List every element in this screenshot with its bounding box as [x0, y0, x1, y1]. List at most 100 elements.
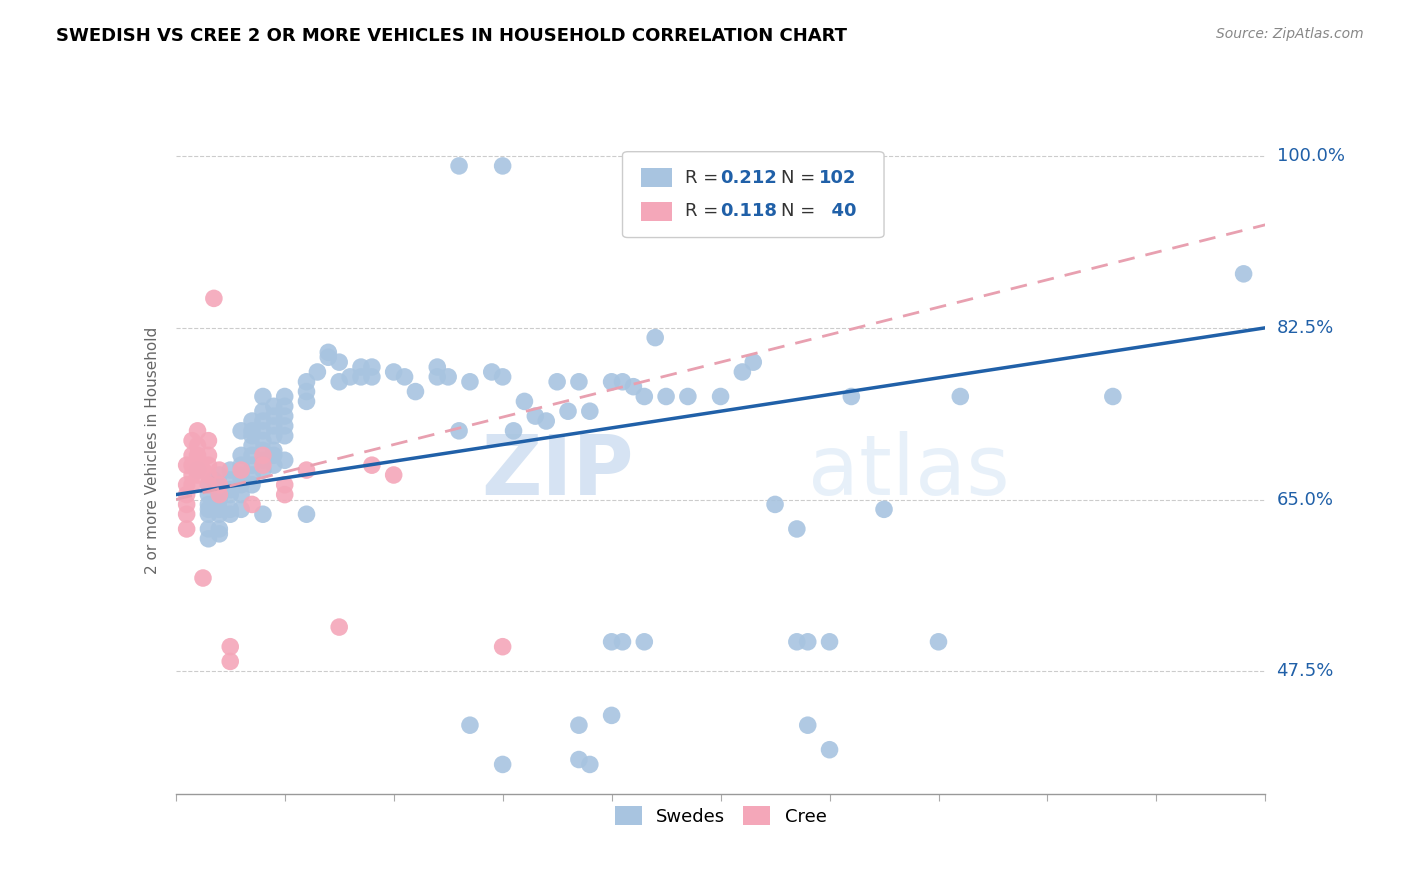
FancyBboxPatch shape — [641, 169, 672, 187]
Point — [231, 449, 253, 463]
Y-axis label: 2 or more Vehicles in Household: 2 or more Vehicles in Household — [145, 326, 160, 574]
Text: 0.212: 0.212 — [721, 169, 778, 186]
Point — [612, 635, 634, 649]
Point — [197, 498, 219, 512]
Text: R =: R = — [685, 169, 724, 186]
Point — [176, 478, 198, 492]
Point — [186, 449, 209, 463]
Point — [252, 463, 274, 477]
Point — [786, 522, 808, 536]
Point — [197, 532, 219, 546]
Point — [186, 458, 209, 473]
Point — [263, 449, 285, 463]
Text: 65.0%: 65.0% — [1277, 491, 1333, 508]
Point — [208, 468, 231, 483]
Point — [568, 753, 591, 767]
Point — [231, 478, 253, 492]
Point — [818, 742, 841, 756]
Point — [557, 404, 579, 418]
Point — [818, 635, 841, 649]
Point — [252, 449, 274, 463]
Point — [426, 370, 449, 384]
Point — [1233, 267, 1256, 281]
Text: SWEDISH VS CREE 2 OR MORE VEHICLES IN HOUSEHOLD CORRELATION CHART: SWEDISH VS CREE 2 OR MORE VEHICLES IN HO… — [56, 27, 848, 45]
Point — [202, 473, 225, 487]
Point — [263, 409, 285, 424]
Point — [328, 355, 350, 369]
Text: 102: 102 — [818, 169, 856, 186]
Point — [197, 434, 219, 448]
Point — [458, 375, 481, 389]
Point — [191, 463, 214, 477]
Point — [274, 390, 297, 404]
Point — [219, 502, 242, 516]
Point — [437, 370, 460, 384]
Point — [295, 463, 318, 477]
Point — [600, 375, 623, 389]
Point — [231, 424, 253, 438]
Point — [231, 502, 253, 516]
Point — [731, 365, 754, 379]
Point — [274, 429, 297, 443]
Text: 0.118: 0.118 — [721, 202, 778, 220]
Point — [208, 488, 231, 502]
Point — [928, 635, 950, 649]
Point — [274, 409, 297, 424]
Point — [841, 390, 863, 404]
Point — [197, 478, 219, 492]
Point — [208, 492, 231, 507]
Point — [481, 365, 503, 379]
Point — [219, 483, 242, 497]
Point — [492, 640, 515, 654]
Point — [621, 380, 644, 394]
Point — [219, 488, 242, 502]
Point — [197, 449, 219, 463]
Point — [797, 635, 820, 649]
Point — [208, 507, 231, 521]
Text: 47.5%: 47.5% — [1277, 662, 1334, 681]
Point — [763, 498, 786, 512]
Point — [240, 414, 263, 428]
Point — [710, 390, 733, 404]
Point — [181, 458, 204, 473]
Point — [240, 458, 263, 473]
Point — [274, 488, 297, 502]
Text: 40: 40 — [818, 202, 856, 220]
Point — [274, 400, 297, 414]
Point — [361, 370, 384, 384]
Point — [176, 458, 198, 473]
Point — [458, 718, 481, 732]
Point — [546, 375, 568, 389]
Point — [252, 458, 274, 473]
Point — [579, 757, 602, 772]
Point — [219, 473, 242, 487]
Point — [208, 488, 231, 502]
Point — [318, 345, 340, 359]
Point — [197, 468, 219, 483]
Point — [307, 365, 329, 379]
Point — [263, 419, 285, 434]
Point — [382, 468, 405, 483]
Point — [208, 522, 231, 536]
Legend: Swedes, Cree: Swedes, Cree — [607, 799, 834, 833]
Point — [405, 384, 427, 399]
Point — [208, 478, 231, 492]
Point — [568, 718, 591, 732]
Point — [252, 404, 274, 418]
Point — [240, 498, 263, 512]
Point — [600, 635, 623, 649]
Point — [676, 390, 699, 404]
Text: Source: ZipAtlas.com: Source: ZipAtlas.com — [1216, 27, 1364, 41]
Text: N =: N = — [780, 169, 821, 186]
Point — [382, 365, 405, 379]
Point — [328, 375, 350, 389]
Point — [181, 434, 204, 448]
Point — [655, 390, 678, 404]
Point — [633, 390, 655, 404]
Point — [295, 384, 318, 399]
Point — [447, 424, 470, 438]
Point — [263, 443, 285, 458]
Point — [240, 424, 263, 438]
Point — [186, 439, 209, 453]
Point — [492, 757, 515, 772]
